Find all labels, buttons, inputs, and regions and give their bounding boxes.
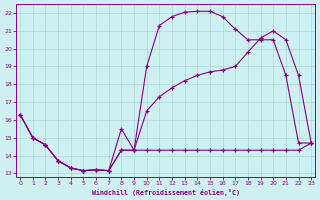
X-axis label: Windchill (Refroidissement éolien,°C): Windchill (Refroidissement éolien,°C): [92, 189, 240, 196]
